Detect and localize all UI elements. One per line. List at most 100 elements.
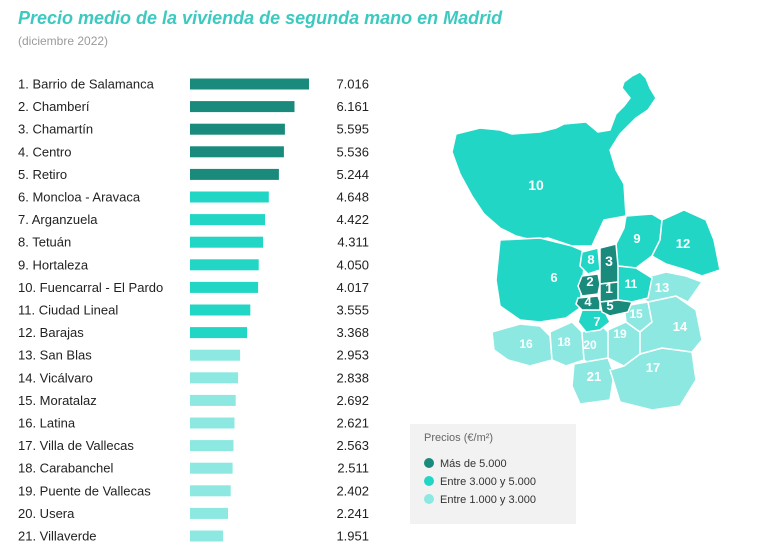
value-label: 5.595 <box>336 122 369 137</box>
category-label: 3. Chamartín <box>18 122 93 137</box>
legend-title: Precios (€/m²) <box>424 432 494 444</box>
district-label: 6 <box>550 270 557 285</box>
value-label: 2.692 <box>336 393 369 408</box>
bar <box>190 349 241 361</box>
bar <box>190 146 284 158</box>
bar <box>190 440 234 452</box>
value-label: 2.511 <box>337 461 369 476</box>
bar <box>190 236 264 248</box>
legend-dot-light <box>424 494 434 504</box>
bar <box>190 485 231 497</box>
value-label: 7.016 <box>336 77 369 92</box>
category-label: 16. Latina <box>18 416 76 431</box>
district-label: 19 <box>613 327 627 341</box>
district-label: 13 <box>655 280 669 295</box>
district-2 <box>577 273 601 297</box>
value-label: 4.017 <box>336 280 369 295</box>
district-17 <box>609 347 697 411</box>
value-label: 3.368 <box>336 325 369 340</box>
category-label: 18. Carabanchel <box>18 461 114 476</box>
bar <box>190 259 259 271</box>
value-label: 4.422 <box>336 212 369 227</box>
bar <box>190 78 309 90</box>
category-label: 1. Barrio de Salamanca <box>18 77 155 92</box>
value-label: 2.402 <box>336 483 369 498</box>
district-label: 17 <box>646 360 660 375</box>
category-label: 11. Ciudad Lineal <box>18 303 118 318</box>
value-label: 5.536 <box>336 144 369 159</box>
district-label: 7 <box>593 314 600 329</box>
district-10 <box>451 71 657 247</box>
bar <box>190 530 224 542</box>
category-label: 4. Centro <box>18 144 71 159</box>
district-label: 2 <box>586 274 593 289</box>
category-label: 13. San Blas <box>18 348 92 363</box>
bar <box>190 372 239 384</box>
bar <box>190 394 236 406</box>
category-label: 14. Vicálvaro <box>18 370 93 385</box>
district-label: 14 <box>673 319 688 334</box>
bar <box>190 327 248 339</box>
category-label: 19. Puente de Vallecas <box>18 483 151 498</box>
district-14 <box>639 295 703 355</box>
legend-label: Más de 5.000 <box>440 458 507 470</box>
district-5 <box>599 299 633 317</box>
legend: Precios (€/m²) Más de 5.000 Entre 3.000 … <box>410 424 576 524</box>
district-4 <box>575 295 601 311</box>
district-12 <box>651 209 721 277</box>
bar <box>190 191 269 203</box>
bar <box>190 168 279 180</box>
legend-label: Entre 3.000 y 5.000 <box>440 476 537 488</box>
district-label: 16 <box>519 337 533 351</box>
category-label: 15. Moratalaz <box>18 393 97 408</box>
category-label: 17. Villa de Vallecas <box>18 438 134 453</box>
district-label: 15 <box>629 307 643 321</box>
district-label: 9 <box>633 231 640 246</box>
map-light-districts <box>491 271 703 411</box>
category-label: 6. Moncloa - Aravaca <box>18 190 141 205</box>
district-label: 12 <box>676 236 690 251</box>
category-label: 21. Villaverde <box>18 529 97 544</box>
value-label: 2.953 <box>336 348 369 363</box>
value-label: 4.050 <box>336 257 369 272</box>
district-8 <box>579 247 601 275</box>
legend-item-mid: Entre 3.000 y 5.000 <box>424 476 536 488</box>
legend-item-high: Más de 5.000 <box>424 458 507 470</box>
bar <box>190 304 251 316</box>
district-label: 20 <box>583 338 597 352</box>
value-label: 3.555 <box>336 303 369 318</box>
district-label: 1 <box>605 280 613 296</box>
bar-chart: 1. Barrio de Salamanca 7.016 2. Chamberí 6.… <box>18 77 369 544</box>
chart-subtitle: (diciembre 2022) <box>18 34 109 48</box>
legend-dot-mid <box>424 476 434 486</box>
value-label: 2.563 <box>336 438 369 453</box>
value-label: 6.161 <box>336 99 369 114</box>
value-label: 5.244 <box>336 167 369 182</box>
bar <box>190 417 235 429</box>
bar <box>190 214 265 226</box>
district-label: 11 <box>625 277 638 291</box>
district-label: 8 <box>587 252 594 267</box>
bar <box>190 281 259 293</box>
legend-item-low: Entre 1.000 y 3.000 <box>424 494 536 506</box>
district-label: 10 <box>528 177 544 193</box>
chart-title: Precio medio de la vivienda de segunda m… <box>18 8 503 28</box>
legend-dot-dark <box>424 458 434 468</box>
map-dark-districts <box>575 243 633 317</box>
district-9 <box>615 213 663 269</box>
category-label: 9. Hortaleza <box>18 257 89 272</box>
legend-label: Entre 1.000 y 3.000 <box>440 494 537 506</box>
bar <box>190 462 233 474</box>
district-label: 21 <box>587 369 601 384</box>
value-label: 2.241 <box>336 506 369 521</box>
district-6 <box>495 237 587 323</box>
district-label: 4 <box>584 294 592 309</box>
value-label: 1.951 <box>336 529 369 544</box>
category-label: 5. Retiro <box>18 167 67 182</box>
district-label: 18 <box>557 335 571 349</box>
district-label: 3 <box>605 253 613 269</box>
bar <box>190 123 285 135</box>
map-mid-districts <box>451 71 721 333</box>
